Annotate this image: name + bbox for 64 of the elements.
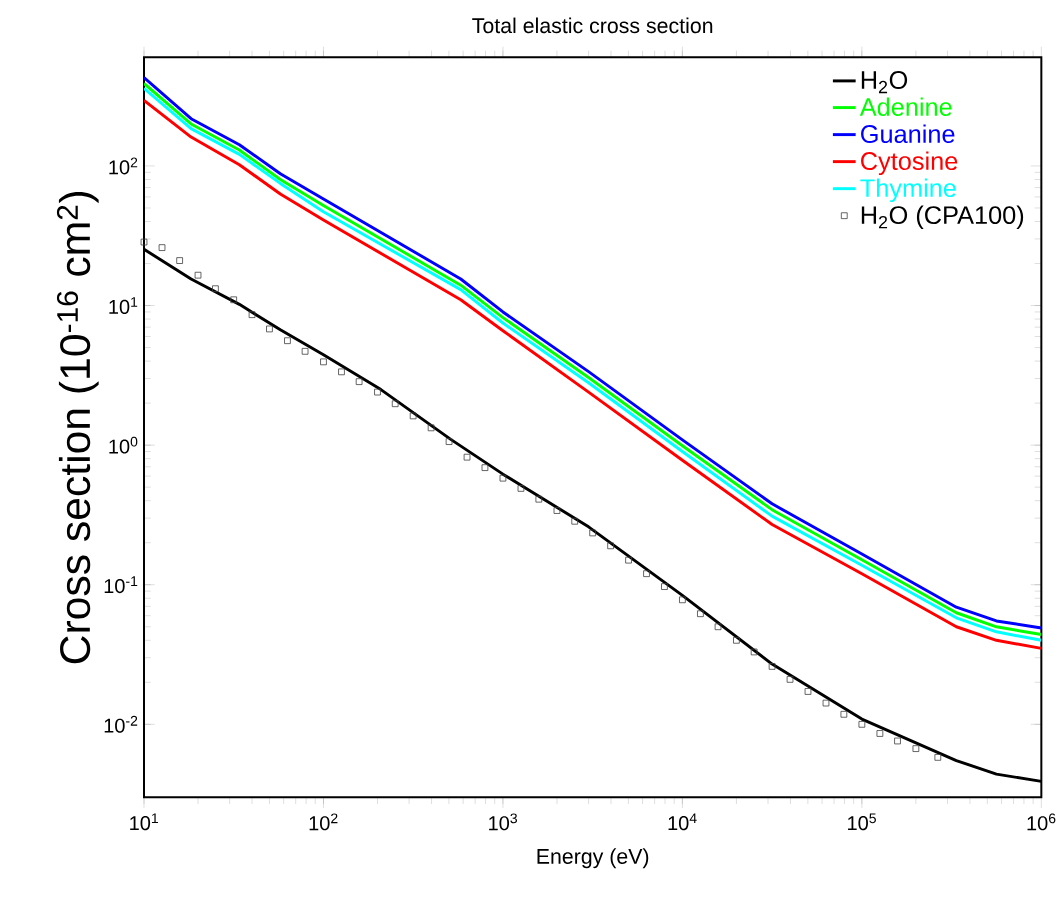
point <box>697 610 704 618</box>
y-axis-title: Cross section (10$^{-16}$ cm$^{2}$) <box>56 191 99 664</box>
point <box>733 636 740 644</box>
legend-label: Guanine <box>861 124 955 144</box>
point <box>679 596 686 604</box>
point <box>553 507 561 514</box>
point <box>517 485 525 492</box>
point <box>212 285 219 293</box>
point <box>158 244 166 251</box>
x-tick-label: 10$^{2}$ <box>309 813 338 831</box>
point <box>427 424 435 432</box>
legend-label: H$_{2}$O (CPA100) <box>861 205 1024 230</box>
point <box>643 570 650 578</box>
x-tick-label: 10$^{6}$ <box>1027 813 1056 831</box>
point <box>445 438 453 445</box>
legend-label: Thymine <box>860 178 956 203</box>
x-axis-title: Energy (eV) <box>537 848 649 869</box>
x-tick-label: 10$^{4}$ <box>668 813 697 831</box>
point <box>894 737 901 745</box>
y-tick-label: 10$^{-2}$ <box>104 715 138 733</box>
chart-title: Total elastic cross section <box>472 17 713 34</box>
point <box>840 710 848 718</box>
point <box>391 400 399 408</box>
x-tick-label: 10$^{3}$ <box>489 813 518 831</box>
point <box>589 529 596 537</box>
point <box>750 648 758 656</box>
point <box>625 556 632 564</box>
point <box>409 412 417 420</box>
point <box>266 325 273 333</box>
y-tick-label: 10$^{0}$ <box>109 436 138 454</box>
point <box>571 517 579 525</box>
point <box>607 542 614 550</box>
point <box>320 358 327 366</box>
legend-label: H$_{2}$O <box>861 71 908 94</box>
point <box>463 453 471 461</box>
legend-label: Adenine <box>859 97 952 117</box>
x-tick-label: 10$^{5}$ <box>848 813 876 831</box>
point <box>284 337 291 345</box>
legend-label: Cytosine <box>861 151 958 176</box>
point <box>714 623 722 631</box>
point <box>876 730 884 737</box>
y-tick-label: 10$^{2}$ <box>109 157 138 175</box>
point <box>804 688 812 695</box>
point <box>374 388 381 396</box>
point <box>140 238 148 246</box>
point <box>301 347 309 355</box>
point <box>912 745 920 752</box>
point <box>499 474 507 482</box>
y-tick-label: 10$^{1}$ <box>109 297 138 314</box>
point <box>822 699 830 707</box>
point <box>194 271 202 279</box>
y-tick-label: 10$^{-1}$ <box>104 576 138 594</box>
point <box>248 311 256 319</box>
point <box>481 464 489 471</box>
point <box>338 368 345 376</box>
point <box>230 296 238 304</box>
point <box>768 663 776 670</box>
x-tick-label: 10$^{1}$ <box>130 813 158 831</box>
point <box>661 583 668 590</box>
point <box>786 676 794 683</box>
point <box>176 257 183 264</box>
point <box>858 721 866 728</box>
point <box>535 495 543 503</box>
point <box>355 378 363 385</box>
